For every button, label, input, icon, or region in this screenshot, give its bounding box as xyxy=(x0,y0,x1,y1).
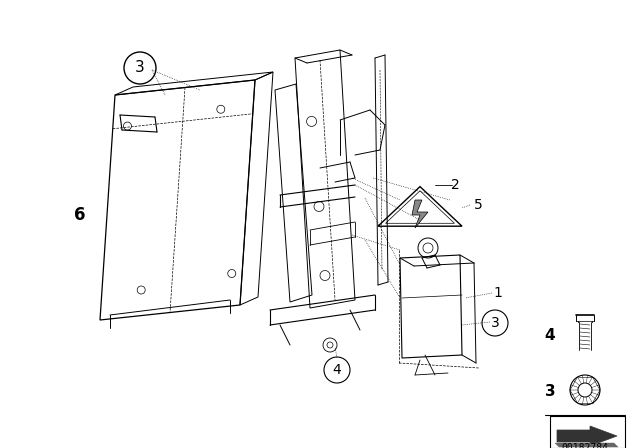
Text: 3: 3 xyxy=(491,316,499,330)
Text: 5: 5 xyxy=(474,198,483,212)
Polygon shape xyxy=(412,200,428,228)
Text: 00182784: 00182784 xyxy=(561,443,609,448)
Text: 1: 1 xyxy=(493,286,502,300)
Text: 6: 6 xyxy=(74,206,86,224)
Text: 4: 4 xyxy=(333,363,341,377)
Text: 2: 2 xyxy=(451,178,460,192)
Polygon shape xyxy=(555,443,618,447)
Text: 3: 3 xyxy=(545,384,556,400)
Polygon shape xyxy=(557,426,617,446)
Text: 3: 3 xyxy=(135,60,145,76)
Text: 4: 4 xyxy=(545,327,556,343)
